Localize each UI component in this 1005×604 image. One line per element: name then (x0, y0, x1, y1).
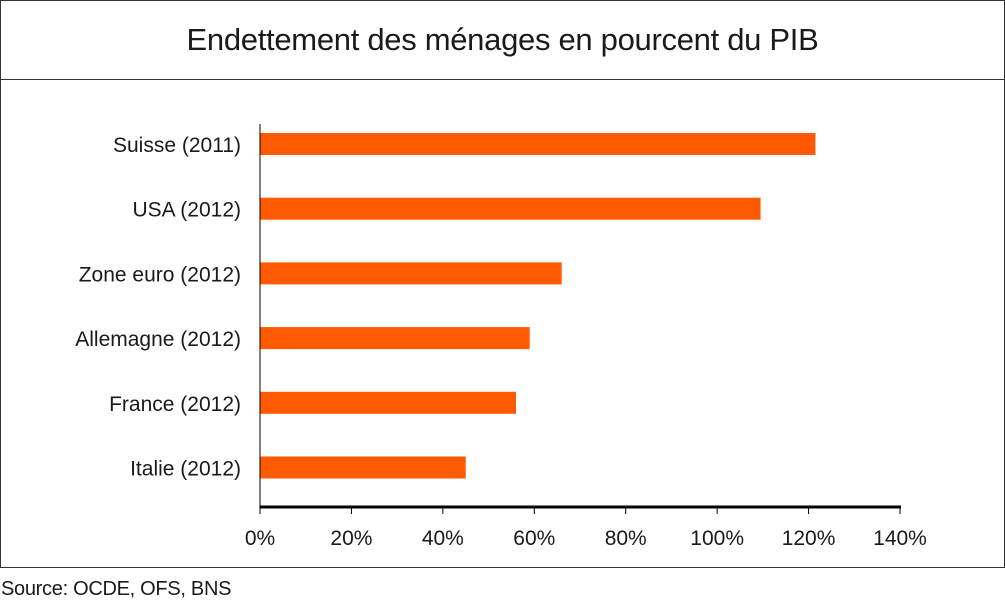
title-bar: Endettement des ménages en pourcent du P… (1, 1, 1004, 80)
category-label: USA (2012) (132, 199, 241, 222)
x-tick-label: 60% (513, 527, 555, 550)
x-tick-label: 40% (422, 527, 464, 550)
bar (260, 327, 530, 350)
category-label: Suisse (2011) (113, 134, 241, 157)
category-label: Italie (2012) (130, 458, 241, 481)
source-note: Source: OCDE, OFS, BNS (1, 578, 232, 600)
chart-frame: Endettement des ménages en pourcent du P… (0, 0, 1005, 568)
bar (260, 391, 516, 414)
category-label: Allemagne (2012) (75, 328, 241, 351)
x-tick-label: 120% (782, 527, 836, 550)
x-tick-label: 80% (605, 527, 647, 550)
x-tick-label: 0% (245, 527, 275, 550)
bar-chart: Suisse (2011) USA (2012) Zone euro (2012) A… (75, 124, 927, 550)
x-tick-label: 20% (330, 527, 372, 550)
category-label: France (2012) (109, 393, 241, 416)
x-tick-label: 100% (690, 527, 744, 550)
category-label: Zone euro (2012) (79, 263, 241, 286)
x-tick-label: 140% (873, 527, 927, 550)
chart-title: Endettement des ménages en pourcent du P… (186, 22, 819, 57)
bar (260, 197, 761, 220)
bar (260, 133, 816, 155)
bar (260, 262, 562, 285)
bar (260, 456, 466, 479)
